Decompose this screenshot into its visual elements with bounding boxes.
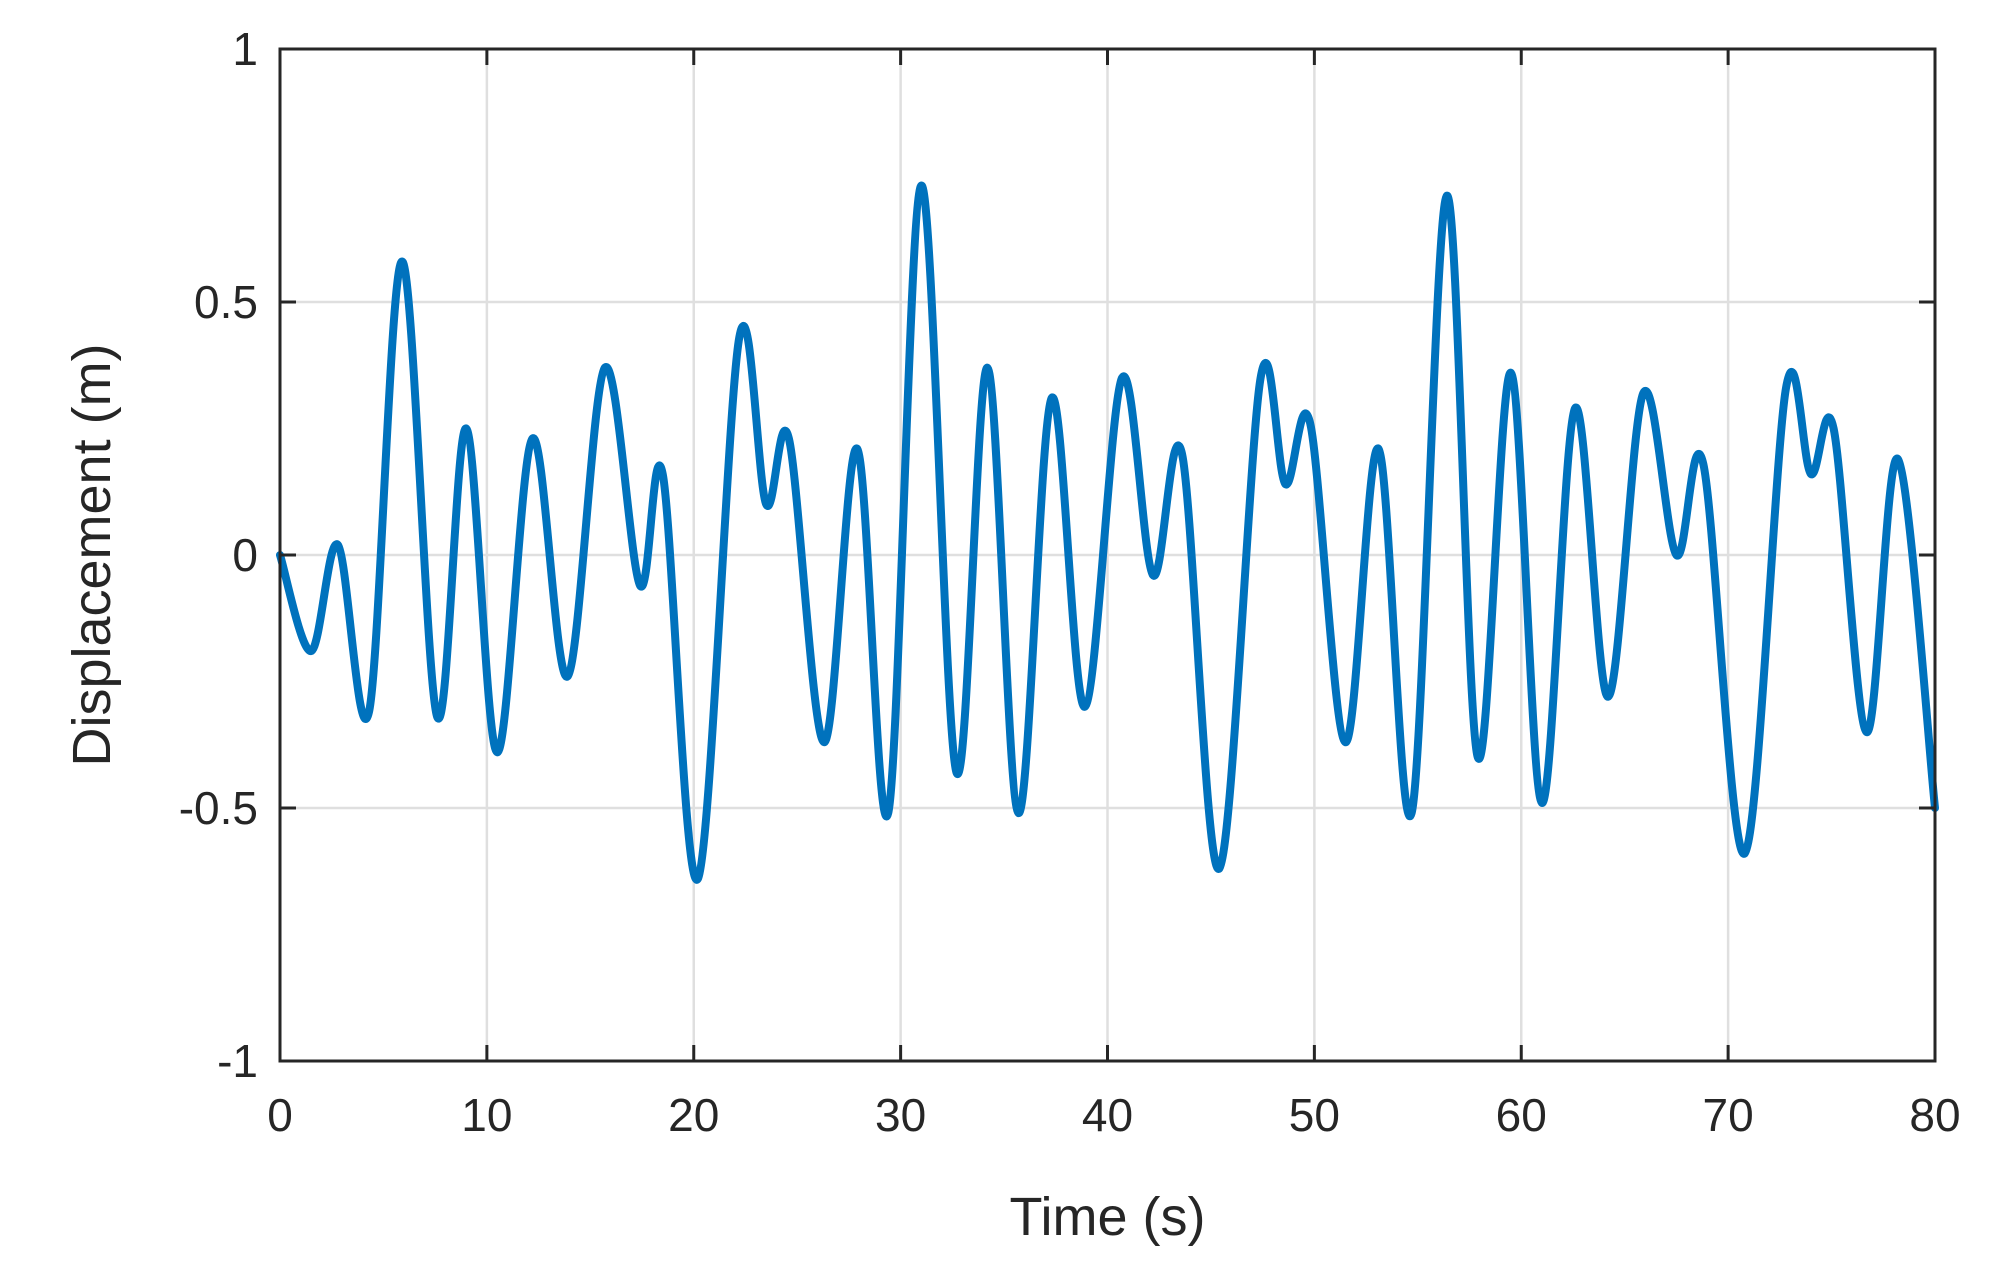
x-tick-label: 80 [1909, 1089, 1960, 1141]
x-tick-label: 60 [1496, 1089, 1547, 1141]
x-tick-label: 40 [1082, 1089, 1133, 1141]
x-tick-label: 20 [668, 1089, 719, 1141]
y-tick-labels: -1 -0.5 0 0.5 1 [179, 23, 258, 1087]
y-tick-label: 0 [232, 529, 258, 581]
axis-ticks [278, 47, 1937, 1063]
x-axis-title: Time (s) [1010, 1187, 1206, 1247]
x-tick-labels: 0 10 20 30 40 50 60 70 80 [267, 1089, 1960, 1141]
x-tick-label: 10 [461, 1089, 512, 1141]
y-axis-title: Displacement (m) [62, 343, 122, 766]
data-series [276, 181, 1939, 884]
series-line-0 [276, 181, 1939, 884]
x-tick-label: 70 [1703, 1089, 1754, 1141]
x-tick-label: 50 [1289, 1089, 1340, 1141]
y-tick-label: 0.5 [194, 276, 258, 328]
y-tick-label: -1 [217, 1035, 258, 1087]
y-tick-label: -0.5 [179, 782, 258, 834]
x-tick-label: 0 [267, 1089, 293, 1141]
x-tick-label: 30 [875, 1089, 926, 1141]
y-tick-label: 1 [232, 23, 258, 75]
